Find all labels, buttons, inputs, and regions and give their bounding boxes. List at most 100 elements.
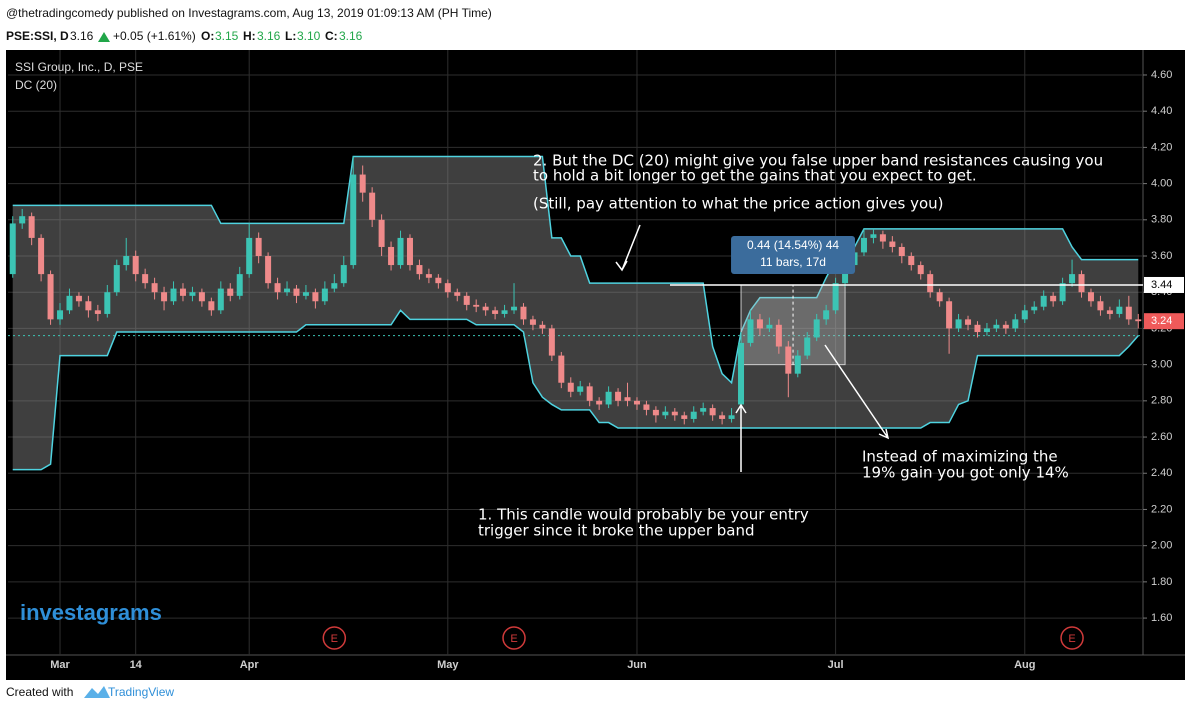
- candle-body: [936, 292, 943, 302]
- y-tick-label: 3.00: [1151, 359, 1172, 371]
- candle-body: [406, 237, 413, 266]
- candle-body: [19, 216, 26, 224]
- symbol: PSE:SSI, D: [6, 29, 69, 43]
- candle-body: [359, 174, 366, 193]
- candle-body: [662, 411, 669, 416]
- tv-icon: [84, 686, 110, 698]
- candle-body: [719, 415, 726, 419]
- o-value: 3.15: [215, 29, 239, 43]
- change: +0.05 (+1.61%): [113, 29, 196, 43]
- annotation-text: (Still, pay attention to what the price …: [533, 195, 944, 213]
- candle-body: [340, 265, 347, 284]
- annotation-arrow: [735, 403, 747, 472]
- candle-body: [444, 283, 451, 293]
- event-marker: [322, 626, 347, 650]
- candle-body: [1097, 301, 1104, 311]
- candle-body: [217, 288, 224, 311]
- candle-body: [397, 237, 404, 266]
- candle-body: [179, 288, 186, 296]
- candle-body: [47, 274, 54, 320]
- candle-body: [870, 234, 877, 238]
- y-tick-label: 1.60: [1151, 612, 1172, 624]
- price: 3.16: [70, 29, 94, 43]
- candle-body: [804, 337, 811, 356]
- candle-body: [151, 283, 158, 293]
- candle-body: [747, 319, 754, 343]
- candle-body: [671, 411, 678, 416]
- candle-body: [511, 306, 518, 311]
- footer-brand: TradingView: [108, 685, 174, 699]
- candle-body: [1078, 274, 1085, 293]
- x-tick-label: Apr: [240, 659, 260, 671]
- candle-body: [501, 310, 508, 314]
- dc-upper: [12, 155, 1139, 385]
- candle-body: [189, 292, 196, 296]
- l-value: 3.10: [297, 29, 321, 43]
- candle-body: [161, 292, 168, 302]
- candle-body: [1021, 310, 1028, 320]
- candle-body: [321, 288, 328, 302]
- candle-body: [75, 295, 82, 302]
- candle-body: [123, 256, 130, 266]
- annotation-text: Instead of maximizing the: [862, 448, 1058, 466]
- y-tick-label: 3.60: [1151, 250, 1172, 262]
- candle-body: [955, 319, 962, 329]
- candle-body: [227, 288, 234, 296]
- price-label: 3.24: [1151, 315, 1172, 327]
- candle-body: [284, 288, 291, 293]
- candle-body: [842, 265, 849, 284]
- candle-body: [94, 310, 101, 314]
- candle-body: [57, 310, 64, 320]
- candle-body: [378, 219, 385, 247]
- candle-body: [898, 246, 905, 257]
- x-tick-label: Jul: [828, 659, 844, 671]
- candle-body: [946, 301, 953, 329]
- candle-body: [1050, 295, 1057, 302]
- candle-body: [794, 355, 801, 374]
- candle-body: [643, 404, 650, 410]
- candle-body: [1087, 292, 1094, 302]
- candle-body: [520, 306, 527, 320]
- candle-body: [246, 237, 253, 275]
- candle-body: [482, 306, 489, 311]
- annotation-text: to hold a bit longer to get the gains th…: [533, 167, 977, 185]
- candle-body: [709, 408, 716, 416]
- candle-body: [104, 292, 111, 314]
- candle-body: [615, 391, 622, 401]
- y-tick-label: 2.00: [1151, 540, 1172, 552]
- y-tick-label: 4.20: [1151, 141, 1172, 153]
- candle-body: [605, 391, 612, 405]
- y-tick-label: 1.80: [1151, 576, 1172, 588]
- candle-body: [860, 237, 867, 253]
- candle-body: [1040, 295, 1047, 307]
- candle-body: [775, 324, 782, 347]
- candle-body: [1069, 274, 1076, 284]
- candle-body: [539, 324, 546, 329]
- candle-body: [492, 310, 499, 314]
- candle-body: [1135, 319, 1142, 322]
- candle-body: [9, 223, 16, 275]
- candle-body: [927, 274, 934, 293]
- candle-body: [274, 283, 281, 293]
- annotation-text: 1. This candle would probably be your en…: [478, 506, 809, 524]
- candle-body: [738, 342, 745, 405]
- event-label: E: [1068, 633, 1075, 645]
- candle-body: [142, 274, 149, 284]
- candle-body: [548, 328, 555, 356]
- c-value: 3.16: [339, 29, 363, 43]
- candle-body: [633, 400, 640, 405]
- candle-body: [889, 241, 896, 247]
- y-tick-label: 2.60: [1151, 431, 1172, 443]
- candle-body: [312, 292, 319, 302]
- candle-body: [1116, 306, 1123, 314]
- candle-body: [113, 265, 120, 293]
- candle-body: [993, 324, 1000, 329]
- candle-body: [236, 274, 243, 296]
- y-tick-label: 4.40: [1151, 105, 1172, 117]
- candle-body: [586, 386, 593, 401]
- candle-body: [577, 386, 584, 392]
- candle-body: [624, 397, 631, 401]
- x-tick-label: May: [437, 659, 459, 671]
- candle-body: [331, 283, 338, 289]
